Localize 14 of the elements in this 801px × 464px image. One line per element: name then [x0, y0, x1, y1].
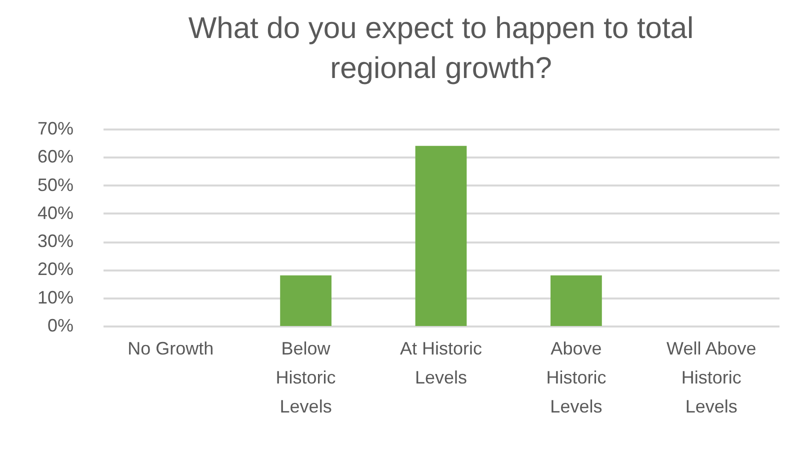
y-tick-label: 70%: [37, 118, 74, 138]
y-tick-label: 20%: [37, 259, 74, 280]
chart-title: What do you expect to happen to total regional growth?: [188, 12, 694, 85]
y-tick-label: 60%: [37, 146, 74, 167]
y-tick-label: 40%: [37, 202, 74, 223]
x-tick-label: Well Above Historic Levels: [666, 338, 756, 416]
y-tick-label: 10%: [37, 287, 74, 308]
x-tick-label: Below Historic Levels: [276, 338, 336, 416]
y-tick-label: 50%: [37, 174, 74, 195]
x-tick-label: Above Historic Levels: [546, 338, 606, 416]
y-tick-label: 0%: [47, 316, 74, 336]
y-tick-label: 30%: [37, 231, 74, 252]
x-tick-label: No Growth: [128, 338, 214, 358]
x-tick-label: At Historic Levels: [400, 338, 482, 388]
